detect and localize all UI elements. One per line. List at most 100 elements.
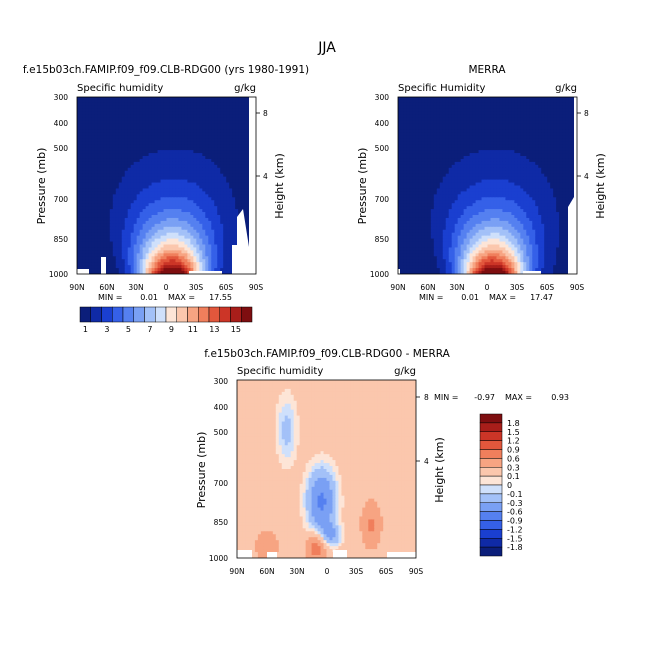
contour-cell bbox=[100, 203, 105, 207]
contour-cell bbox=[523, 120, 527, 125]
contour-cell bbox=[112, 223, 117, 228]
contour-cell bbox=[199, 194, 203, 198]
contour-cell bbox=[220, 247, 224, 251]
contour-cell bbox=[496, 126, 501, 131]
contour-cell bbox=[217, 105, 221, 110]
contour-cell bbox=[160, 120, 165, 125]
contour-cell bbox=[97, 215, 102, 219]
contour-cell bbox=[508, 144, 512, 148]
contour-cell bbox=[160, 164, 165, 169]
contour-cell bbox=[427, 144, 432, 148]
contour-cell bbox=[496, 144, 501, 148]
contour-cell bbox=[199, 229, 203, 234]
contour-cell bbox=[493, 108, 498, 113]
contour-cell bbox=[127, 179, 132, 184]
contour-cell bbox=[142, 203, 147, 207]
contour-cell bbox=[229, 135, 233, 139]
contour-cell bbox=[205, 164, 209, 169]
contour-cell bbox=[190, 170, 194, 175]
contour-cell bbox=[91, 241, 96, 246]
contour-cell bbox=[196, 203, 200, 207]
contour-cell bbox=[241, 99, 245, 104]
contour-cell bbox=[439, 147, 444, 151]
contour-cell bbox=[398, 114, 402, 119]
contour-cell bbox=[148, 141, 153, 145]
contour-cell bbox=[148, 256, 153, 260]
contour-cell bbox=[175, 173, 180, 178]
contour-cell bbox=[514, 144, 518, 148]
contour-cell bbox=[520, 141, 524, 145]
contour-cell bbox=[208, 223, 212, 228]
contour-cell bbox=[211, 191, 215, 195]
contour-cell bbox=[175, 167, 180, 172]
contour-cell bbox=[208, 135, 212, 139]
contour-cell bbox=[190, 191, 194, 195]
contour-cell bbox=[517, 97, 521, 101]
contour-cell bbox=[151, 179, 156, 184]
contour-cell bbox=[487, 114, 492, 119]
contour-cell bbox=[178, 253, 183, 257]
contour-cell bbox=[124, 108, 129, 113]
contour-cell bbox=[238, 150, 242, 154]
contour-cell bbox=[184, 271, 188, 274]
contour-cell bbox=[214, 262, 218, 266]
contour-cell bbox=[85, 250, 90, 254]
contour-cell bbox=[406, 144, 411, 148]
contour-cell bbox=[214, 241, 218, 246]
contour-cell bbox=[568, 123, 572, 128]
contour-cell bbox=[398, 111, 402, 116]
contour-cell bbox=[538, 150, 542, 154]
contour-cell bbox=[115, 161, 120, 166]
contour-cell bbox=[187, 129, 191, 133]
contour-cell bbox=[193, 161, 197, 166]
contour-cell bbox=[148, 182, 153, 187]
contour-cell bbox=[160, 156, 165, 160]
contour-cell bbox=[160, 150, 165, 154]
contour-cell bbox=[77, 226, 81, 231]
contour-cell bbox=[229, 226, 233, 231]
contour-cell bbox=[538, 156, 542, 160]
contour-cell bbox=[199, 132, 203, 136]
contour-cell bbox=[97, 262, 102, 266]
contour-cell bbox=[160, 206, 165, 210]
contour-cell bbox=[460, 108, 465, 113]
contour-cell bbox=[127, 197, 132, 201]
contour-cell bbox=[136, 176, 141, 181]
contour-cell bbox=[208, 244, 212, 249]
contour-cell bbox=[109, 132, 114, 136]
contour-cell bbox=[124, 206, 129, 210]
contour-cell bbox=[94, 156, 99, 160]
contour-cell bbox=[166, 141, 171, 145]
contour-cell bbox=[247, 111, 251, 116]
contour-cell bbox=[142, 126, 147, 131]
contour-cell bbox=[109, 250, 114, 254]
contour-cell bbox=[460, 158, 465, 163]
contour-cell bbox=[190, 153, 194, 157]
contour-cell bbox=[103, 111, 108, 116]
contour-cell bbox=[520, 97, 524, 101]
contour-cell bbox=[82, 179, 87, 184]
contour-cell bbox=[77, 167, 81, 172]
contour-cell bbox=[154, 191, 159, 195]
contour-cell bbox=[127, 253, 132, 257]
contour-cell bbox=[118, 194, 123, 198]
contour-cell bbox=[166, 123, 171, 128]
contour-cell bbox=[211, 126, 215, 131]
contour-cell bbox=[106, 132, 111, 136]
contour-cell bbox=[241, 164, 245, 169]
contour-cell bbox=[151, 223, 156, 228]
contour-cell bbox=[142, 167, 147, 172]
contour-cell bbox=[121, 141, 126, 145]
contour-cell bbox=[241, 153, 245, 157]
contour-cell bbox=[490, 150, 495, 154]
contour-cell bbox=[124, 111, 129, 116]
contour-cell bbox=[223, 164, 227, 169]
contour-cell bbox=[139, 132, 144, 136]
contour-cell bbox=[163, 141, 168, 145]
contour-cell bbox=[112, 105, 117, 110]
contour-cell bbox=[460, 161, 465, 166]
contour-cell bbox=[77, 259, 81, 263]
contour-cell bbox=[475, 111, 480, 116]
contour-cell bbox=[145, 223, 150, 228]
contour-cell bbox=[571, 132, 575, 136]
